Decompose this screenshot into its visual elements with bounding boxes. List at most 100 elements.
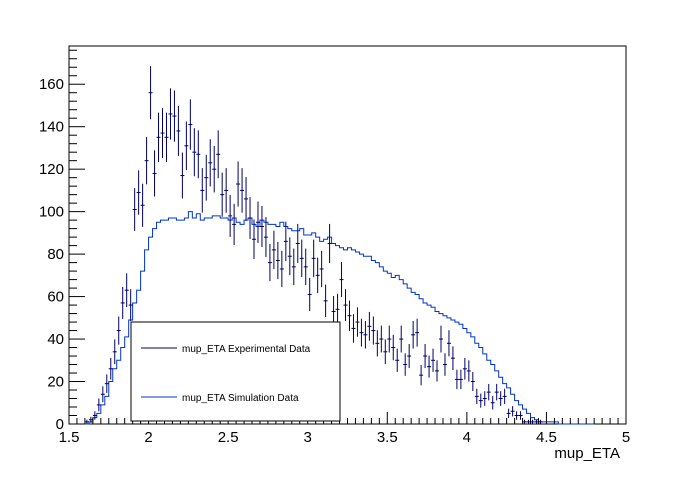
experimental-data-point — [224, 168, 229, 213]
experimental-data-point — [200, 168, 205, 213]
experimental-data-point — [431, 348, 436, 372]
experimental-data-point — [116, 316, 121, 345]
experimental-data-point — [172, 90, 177, 142]
x-tick-label: 1.5 — [59, 429, 80, 446]
experimental-data-point — [259, 206, 264, 247]
experimental-data-point — [367, 311, 372, 341]
experimental-data-point — [391, 334, 396, 361]
experimental-data-point — [347, 300, 352, 331]
experimental-data-point — [307, 277, 312, 312]
y-tick-label: 40 — [47, 331, 64, 348]
experimental-data-point — [168, 88, 173, 140]
experimental-data-point — [482, 391, 487, 406]
simulation-series-line — [84, 211, 595, 425]
experimental-data-point — [506, 408, 511, 419]
experimental-data-point — [498, 391, 503, 406]
experimental-data-point — [403, 353, 408, 376]
experimental-data-point — [84, 419, 89, 424]
experimental-data-point — [252, 219, 256, 260]
experimental-data-point — [279, 250, 284, 288]
experimental-data-point — [263, 217, 268, 258]
experimental-data-point — [478, 393, 483, 408]
experimental-data-point — [152, 150, 157, 197]
experimental-data-point — [315, 257, 320, 294]
experimental-data-point — [458, 369, 463, 390]
experimental-data-point — [108, 357, 113, 380]
x-tick-label: 2.5 — [218, 429, 239, 446]
experimental-data-point — [255, 201, 260, 243]
experimental-data-point — [343, 289, 348, 321]
experimental-data-point — [128, 289, 133, 321]
experimental-data-point — [236, 161, 241, 207]
experimental-data-point — [112, 339, 117, 365]
experimental-data-point — [124, 273, 129, 308]
experimental-data-point — [311, 239, 316, 278]
experimental-data-point — [180, 152, 185, 199]
experimental-data-point — [439, 325, 443, 353]
experimental-data-point — [244, 177, 249, 221]
y-tick-label: 120 — [39, 161, 64, 178]
experimental-data-point — [415, 318, 420, 347]
experimental-data-point — [530, 419, 535, 424]
experimental-data-point — [435, 360, 440, 382]
experimental-data-point — [291, 248, 296, 286]
experimental-data-point — [120, 286, 125, 319]
experimental-data-point — [411, 321, 416, 349]
y-tick-label: 140 — [39, 119, 64, 136]
x-tick-label: 3 — [304, 429, 312, 446]
experimental-data-point — [192, 128, 197, 177]
experimental-data-point — [474, 388, 479, 405]
experimental-data-point — [454, 369, 459, 390]
experimental-data-point — [220, 172, 225, 217]
experimental-data-point — [164, 112, 169, 162]
experimental-data-point — [196, 130, 201, 179]
experimental-data-point — [184, 121, 189, 171]
experimental-data-point — [526, 419, 531, 424]
experimental-data-point — [283, 221, 288, 262]
experimental-data-point — [387, 325, 392, 353]
y-tick-label: 0 — [56, 416, 64, 433]
experimental-data-point — [522, 419, 527, 424]
experimental-data-point — [248, 197, 253, 239]
experimental-data-point — [136, 170, 141, 215]
experimental-data-point — [490, 396, 495, 410]
legend-label: mup_ETA Experimental Data — [182, 344, 311, 355]
experimental-data-point — [303, 248, 308, 286]
experimental-data-point — [379, 325, 384, 353]
experimental-data-point — [144, 137, 149, 185]
x-tick-label: 5 — [622, 429, 630, 446]
experimental-data-point — [188, 99, 193, 150]
experimental-data-point — [148, 66, 153, 120]
experimental-data-point — [327, 223, 332, 264]
experimental-data-point — [335, 293, 340, 325]
experimental-data-point — [287, 237, 292, 276]
experimental-data-point — [299, 239, 304, 278]
experimental-data-point — [176, 105, 181, 156]
experimental-data-point — [104, 374, 109, 393]
experimental-data-point — [319, 250, 324, 288]
experimental-data-point — [216, 130, 221, 179]
experimental-data-point — [486, 383, 491, 401]
experimental-data-point — [339, 262, 344, 298]
experimental-data-point — [160, 108, 165, 158]
experimental-data-point — [208, 139, 213, 187]
experimental-data-point — [156, 112, 161, 162]
experimental-data-point — [240, 168, 245, 213]
experimental-data-point — [88, 416, 93, 423]
experimental-data-point — [92, 411, 97, 420]
experimental-data-point — [271, 230, 276, 270]
experimental-data-point — [419, 364, 424, 386]
experimental-data-point — [423, 344, 428, 369]
experimental-data-point — [351, 314, 356, 343]
experimental-data-point — [538, 419, 543, 424]
x-tick-label: 4.5 — [536, 429, 557, 446]
x-tick-label: 3.5 — [377, 429, 398, 446]
experimental-data-point — [407, 344, 412, 369]
experimental-data-point — [383, 339, 388, 365]
y-tick-label: 20 — [47, 374, 64, 391]
experimental-data-point — [295, 223, 300, 264]
experimental-data-point — [470, 372, 475, 392]
y-tick-label: 60 — [47, 289, 64, 306]
experimental-data-point — [510, 406, 515, 417]
